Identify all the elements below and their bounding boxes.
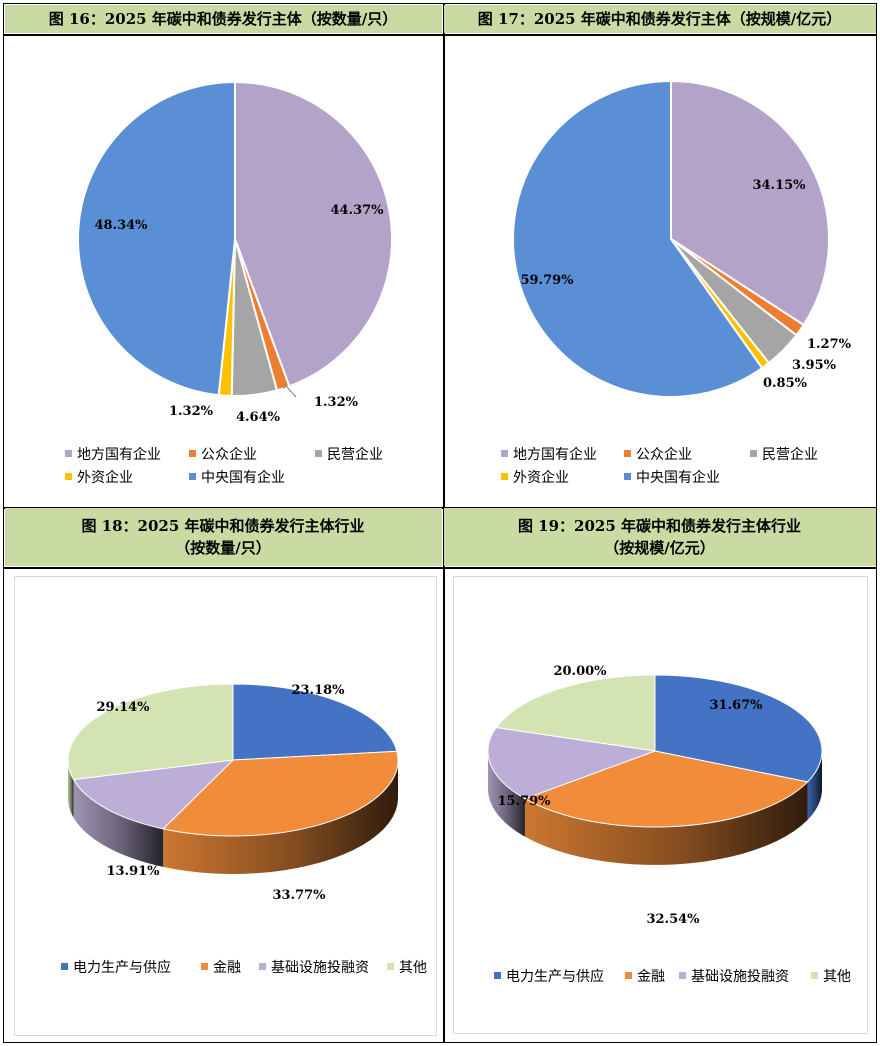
pie18-side-3 <box>68 760 74 818</box>
pie16-data-label-3: 1.32% <box>169 404 214 419</box>
pie18-slice-1 <box>162 750 399 837</box>
pie-chart-16: 44.37% 1.32% 4.64% 1.32% 48.34% 地方国有企业 公众企业 民营企… <box>65 80 393 486</box>
pie17-legend-label-2: 民营企业 <box>762 446 818 463</box>
pie18-data-label-1: 33.77% <box>272 888 326 903</box>
pie19-legend-label-1: 金融 <box>637 969 665 985</box>
pie3d-chart-18: 23.18% 33.77% 13.91% 29.14% 电力生产与供应 金融 基础设施投融资… <box>61 683 427 976</box>
pie18-slice-0 <box>232 683 398 761</box>
pie19-legend-swatch-1 <box>625 972 632 979</box>
pie18-data-label-2: 13.91% <box>106 864 160 879</box>
pie16-leader-1 <box>282 385 297 398</box>
pie3d-chart-19: 31.67% 32.54% 15.79% 20.00% 电力生产与供应 金融 基础设施投融资… <box>487 664 851 985</box>
pie18-side-1 <box>163 760 398 874</box>
pie18-legend-swatch-1 <box>201 963 208 970</box>
pie16-legend-swatch-4 <box>189 473 196 480</box>
pie18-side-2 <box>73 779 164 867</box>
pie17-legend-swatch-0 <box>501 450 508 457</box>
pie19-slice-3 <box>495 674 656 752</box>
pie19-data-label-1: 32.54% <box>646 912 700 927</box>
pie18-legend-label-2: 基础设施投融资 <box>271 959 369 976</box>
pie17-legend-label-3: 外资企业 <box>513 469 569 486</box>
pie19-side-1 <box>524 781 808 865</box>
pie16-legend-label-4: 中央国有企业 <box>201 469 285 486</box>
pie18-legend-swatch-0 <box>61 963 68 970</box>
chart-title-19: 图 19：2025 年碳中和债券发行主体行业 （按规模/亿元） <box>443 507 876 566</box>
pie17-data-label-1: 1.27% <box>807 337 852 352</box>
pie18-legend-swatch-3 <box>387 963 394 970</box>
pie17-legend-swatch-1 <box>624 450 631 457</box>
pie19-data-label-0: 31.67% <box>709 698 763 713</box>
pie19-slice-0 <box>654 674 823 783</box>
pie16-slice-4 <box>77 80 236 397</box>
pie18-legend-label-1: 金融 <box>213 960 241 976</box>
pie16-data-label-2: 4.64% <box>236 410 281 425</box>
pie19-data-label-3: 20.00% <box>553 664 607 679</box>
pie19-data-label-2: 15.79% <box>497 794 551 809</box>
pie19-legend-label-3: 其他 <box>823 969 851 985</box>
pie17-data-label-2: 3.95% <box>792 358 837 373</box>
pie16-data-label-0: 44.37% <box>330 203 384 218</box>
grid-divider-header1 <box>4 34 876 36</box>
pie16-legend-swatch-0 <box>65 450 72 457</box>
pie17-data-label-3: 0.85% <box>763 376 808 391</box>
pie19-legend-swatch-2 <box>679 972 686 979</box>
pie17-legend-label-1: 公众企业 <box>636 446 692 463</box>
pie19-slice-1 <box>523 750 809 828</box>
pie19-legend-label-0: 电力生产与供应 <box>506 968 604 985</box>
pie17-legend-swatch-3 <box>501 473 508 480</box>
pie16-legend-swatch-3 <box>65 473 72 480</box>
pie19-legend-swatch-3 <box>811 972 818 979</box>
chart-frame-18 <box>14 576 437 1036</box>
pie18-slice-3 <box>67 683 234 781</box>
pie19-side-0 <box>807 751 822 820</box>
chart-title-16: 图 16：2025 年碳中和债券发行主体（按数量/只） <box>4 4 442 33</box>
chart-frame-19 <box>453 576 868 1034</box>
pie18-legend-label-3: 其他 <box>399 960 427 976</box>
pie-chart-17: 34.15% 1.27% 3.95% 0.85% 59.79% 地方国有企业 公众企业 民营企… <box>501 79 852 486</box>
pie18-legend-label-0: 电力生产与供应 <box>73 959 171 976</box>
pie16-slice-0 <box>234 80 393 388</box>
pie18-data-label-0: 23.18% <box>291 683 345 698</box>
pie16-data-label-1: 1.32% <box>314 395 359 410</box>
pie18-data-label-3: 29.14% <box>96 700 150 715</box>
grid-divider-header2 <box>4 567 876 569</box>
pie16-legend-label-2: 民营企业 <box>327 446 383 463</box>
pie17-legend-label-4: 中央国有企业 <box>636 469 720 486</box>
pie16-legend-swatch-2 <box>315 450 322 457</box>
pie17-legend-label-0: 地方国有企业 <box>513 446 597 463</box>
pie18-legend-swatch-2 <box>259 963 266 970</box>
pie16-legend-label-0: 地方国有企业 <box>77 446 161 463</box>
pie17-legend-swatch-4 <box>624 473 631 480</box>
pie17-slice-4 <box>512 79 764 398</box>
pie16-legend-swatch-1 <box>189 450 196 457</box>
chart-title-18: 图 18：2025 年碳中和债券发行主体行业 （按数量/只） <box>4 507 442 566</box>
chart-title-17: 图 17：2025 年碳中和债券发行主体（按规模/亿元） <box>443 4 876 33</box>
pie17-legend-swatch-2 <box>750 450 757 457</box>
pie17-data-label-0: 34.15% <box>752 178 806 193</box>
pie17-data-label-4: 59.79% <box>520 273 574 288</box>
pie19-side-2 <box>488 751 525 837</box>
pie19-legend-label-2: 基础设施投融资 <box>691 968 789 985</box>
pie19-legend-swatch-0 <box>494 972 501 979</box>
pie18-slice-2 <box>72 759 235 830</box>
pie16-legend-label-1: 公众企业 <box>201 446 257 463</box>
pie16-data-label-4: 48.34% <box>94 218 148 233</box>
pie16-legend-label-3: 外资企业 <box>77 469 133 486</box>
